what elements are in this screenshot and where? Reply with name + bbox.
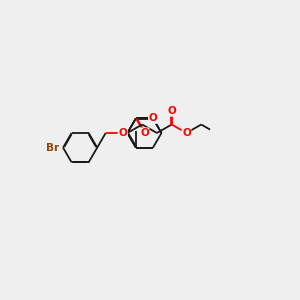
Text: O: O [140, 128, 149, 138]
Text: O: O [118, 128, 127, 138]
Text: O: O [148, 113, 157, 123]
Text: O: O [182, 128, 191, 138]
Text: O: O [118, 128, 127, 138]
Text: O: O [167, 106, 176, 116]
Text: Br: Br [46, 143, 59, 153]
